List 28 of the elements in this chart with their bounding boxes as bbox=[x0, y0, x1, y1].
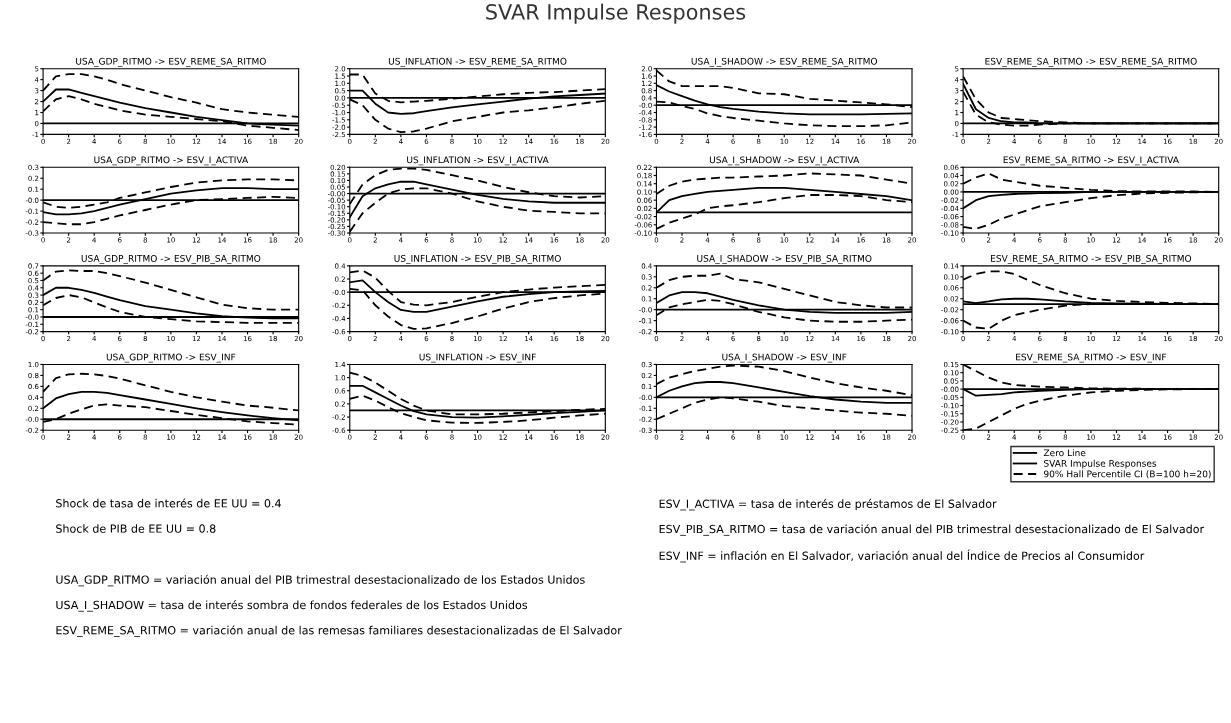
chart-title: ESV_REME_SA_RITMO -> ESV_I_ACTIVA bbox=[1003, 156, 1179, 166]
text: ESV_REME_SA_RITMO = variación anual de las remesas familiares desestacionalizadas de El Salvador bbox=[56, 625, 622, 637]
text: ESV_I_ACTIVA = tasa de interés de préstamos de El Salvador bbox=[659, 498, 997, 511]
text: ESV_PIB_SA_RITMO = tasa de variación anual del PIB trimestral desestacionalizado de El Salvador bbox=[659, 524, 1205, 536]
text: USA_I_SHADOW = tasa de interés sombra de fondos federales de los Estados Unidos bbox=[56, 600, 528, 612]
chart-title: US_INFLATION -> ESV_REME_SA_RITMO bbox=[388, 57, 567, 67]
chart-title: USA_I_SHADOW -> ESV_PIB_SA_RITMO bbox=[697, 255, 872, 264]
legend-label: SVAR Impulse Responses bbox=[1044, 459, 1157, 469]
chart-title: USA_I_SHADOW -> ESV_REME_SA_RITMO bbox=[691, 57, 878, 67]
legend-label: Zero Line bbox=[1043, 449, 1086, 457]
chart-title: US_INFLATION -> ESV_I_ACTIVA bbox=[407, 156, 549, 166]
chart-title: USA_I_SHADOW -> ESV_I_ACTIVA bbox=[709, 156, 860, 166]
chart-title: USA_GDP_RITMO -> ESV_REME_SA_RITMO bbox=[76, 57, 266, 67]
text: Shock de tasa de interés de EE UU = 0.4 bbox=[56, 498, 281, 508]
chart-title: ESV_REME_SA_RITMO -> ESV_REME_SA_RITMO bbox=[985, 57, 1197, 67]
text: USA_GDP_RITMO = variación anual del PIB trimestral desestacionalizado de los Estados Unidos bbox=[56, 574, 585, 587]
chart-title: US_INFLATION -> ESV_PIB_SA_RITMO bbox=[394, 255, 561, 264]
text: SVAR Impulse Responses bbox=[486, 3, 746, 24]
chart-title: ESV_REME_SA_RITMO -> ESV_PIB_SA_RITMO bbox=[991, 255, 1192, 264]
legend-label: 90% Hall Percentile CI (B=100 h=20) bbox=[1043, 470, 1211, 479]
chart-title: USA_GDP_RITMO -> ESV_INF bbox=[106, 353, 236, 363]
chart-title: USA_GDP_RITMO -> ESV_PIB_SA_RITMO bbox=[81, 255, 261, 264]
chart-title: US_INFLATION -> ESV_INF bbox=[419, 353, 536, 363]
chart-title: USA_GDP_RITMO -> ESV_I_ACTIVA bbox=[94, 156, 249, 166]
chart-title: USA_I_SHADOW -> ESV_INF bbox=[722, 353, 847, 363]
chart-title: ESV_REME_SA_RITMO -> ESV_INF bbox=[1016, 353, 1167, 363]
text: ESV_INF = inflación en El Salvador, variación anual del Índice de Precios al Consumidor bbox=[659, 549, 1145, 563]
text: Shock de PIB de EE UU = 0.8 bbox=[56, 524, 216, 533]
